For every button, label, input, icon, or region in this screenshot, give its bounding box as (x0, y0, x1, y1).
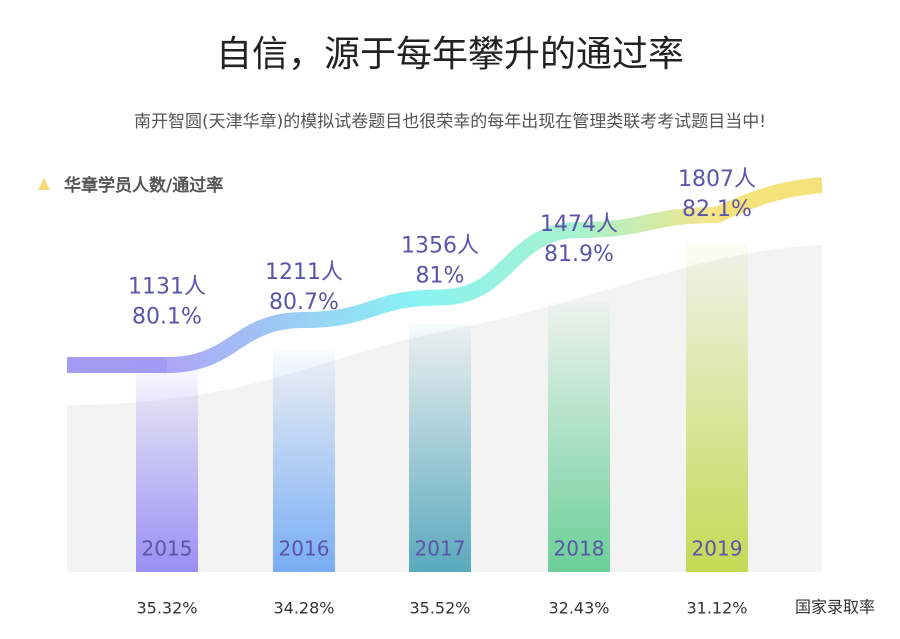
rate-label: 81.9% (544, 242, 614, 267)
national-rate-label: 35.32% (136, 599, 197, 618)
subtitle: 南开智圆(天津华章)的模拟试卷题目也很荣幸的每年出现在管理类联考考试题目当中! (134, 112, 766, 132)
count-label: 1356人 (401, 233, 479, 258)
x-tick-label: 2015 (142, 537, 193, 561)
national-rate-label: 35.52% (409, 599, 470, 618)
x-tick-label: 2018 (554, 537, 605, 561)
count-label: 1474人 (540, 212, 618, 237)
curve-extension (713, 177, 823, 223)
bar (409, 324, 471, 572)
rate-label: 80.7% (269, 290, 339, 315)
national-rate-label: 34.28% (273, 599, 334, 618)
y-axis-label: 华章学员人数/通过率 (64, 175, 223, 196)
bar (136, 365, 198, 572)
x-tick-label: 2019 (692, 537, 743, 561)
plot: 1131人 80.1% 2015 35.32% 1211人 80.7% 2016 34.28%… (67, 167, 823, 618)
x-tick-label: 2016 (279, 537, 330, 561)
bar (548, 302, 610, 572)
rate-label: 82.1% (682, 197, 752, 222)
national-rate-label: 31.12% (686, 599, 747, 618)
x-axis-label: 国家录取率 (795, 598, 875, 617)
title: 自信，源于每年攀升的通过率 (216, 34, 684, 75)
count-label: 1807人 (678, 167, 756, 192)
bar (273, 350, 335, 572)
rate-label: 80.1% (132, 304, 202, 329)
rate-label: 81% (416, 263, 465, 288)
x-tick-label: 2017 (415, 537, 466, 561)
count-label: 1211人 (265, 260, 343, 285)
y-axis-arrow (38, 178, 50, 190)
count-label: 1131人 (128, 274, 206, 299)
national-rate-label: 32.43% (548, 599, 609, 618)
bar (686, 242, 748, 572)
rate-line (159, 207, 725, 373)
